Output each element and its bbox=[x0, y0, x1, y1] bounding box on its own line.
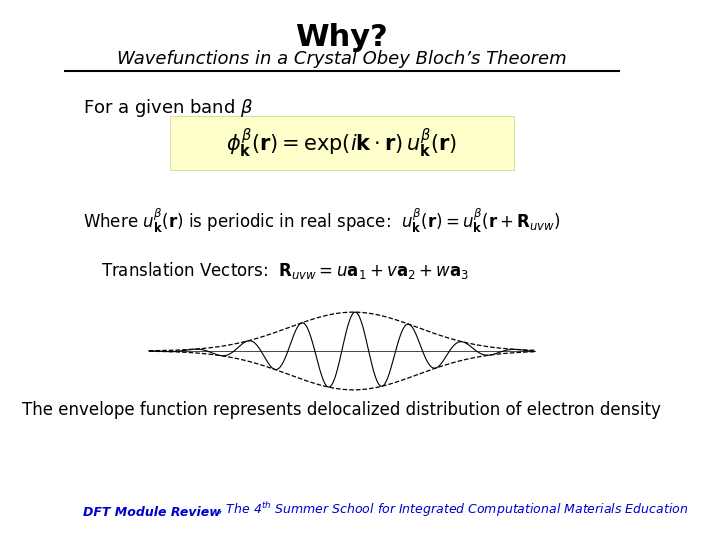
Text: Wavefunctions in a Crystal Obey Bloch’s Theorem: Wavefunctions in a Crystal Obey Bloch’s … bbox=[117, 50, 567, 68]
Text: $\phi^{\beta}_{\mathbf{k}}(\mathbf{r}) = \exp(i\mathbf{k} \cdot \mathbf{r})\, u^: $\phi^{\beta}_{\mathbf{k}}(\mathbf{r}) =… bbox=[226, 126, 457, 160]
Text: Where $u^{\beta}_{\mathbf{k}}(\mathbf{r})$ is periodic in real space:  $u^{\beta: Where $u^{\beta}_{\mathbf{k}}(\mathbf{r}… bbox=[83, 206, 561, 235]
Text: Translation Vectors:  $\mathbf{R}_{uvw} = u\mathbf{a}_1 + v\mathbf{a}_2 + w\math: Translation Vectors: $\mathbf{R}_{uvw} =… bbox=[101, 260, 469, 281]
Text: Why?: Why? bbox=[295, 23, 388, 52]
FancyBboxPatch shape bbox=[170, 116, 513, 170]
Text: , The 4$^{th}$ Summer School for Integrated Computational Materials Education: , The 4$^{th}$ Summer School for Integra… bbox=[218, 501, 688, 519]
Text: DFT Module Review: DFT Module Review bbox=[83, 507, 220, 519]
Text: For a given band $\beta$: For a given band $\beta$ bbox=[83, 97, 253, 119]
Text: The envelope function represents delocalized distribution of electron density: The envelope function represents delocal… bbox=[22, 401, 661, 418]
